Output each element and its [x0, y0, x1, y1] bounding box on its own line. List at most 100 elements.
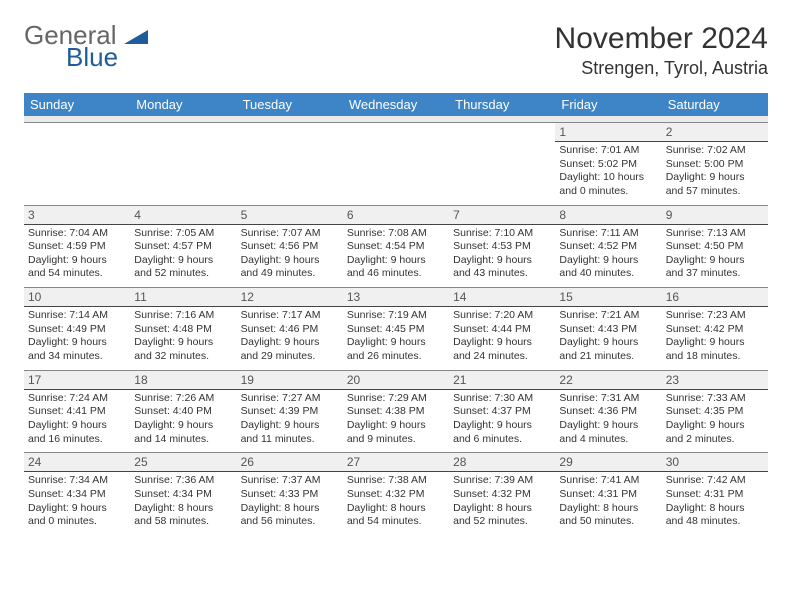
sunrise-text: Sunrise: 7:37 AM: [241, 474, 321, 486]
sunset-text: Sunset: 4:45 PM: [347, 323, 425, 335]
sunrise-text: Sunrise: 7:04 AM: [28, 227, 108, 239]
daylight-text-2: and 54 minutes.: [28, 267, 103, 279]
daylight-text-2: and 24 minutes.: [453, 350, 528, 362]
calendar-day-cell: 10Sunrise: 7:14 AMSunset: 4:49 PMDayligh…: [24, 288, 130, 371]
sunrise-text: Sunrise: 7:17 AM: [241, 309, 321, 321]
sunrise-text: Sunrise: 7:19 AM: [347, 309, 427, 321]
day-info: Sunrise: 7:33 AMSunset: 4:35 PMDaylight:…: [662, 390, 768, 453]
calendar-day-cell: 9Sunrise: 7:13 AMSunset: 4:50 PMDaylight…: [662, 205, 768, 288]
sunrise-text: Sunrise: 7:21 AM: [559, 309, 639, 321]
sunset-text: Sunset: 4:40 PM: [134, 405, 212, 417]
day-info: Sunrise: 7:36 AMSunset: 4:34 PMDaylight:…: [130, 472, 236, 535]
day-number: 16: [662, 288, 768, 307]
daylight-text-2: and 50 minutes.: [559, 515, 634, 527]
calendar-day-cell: .: [24, 123, 130, 206]
daylight-text-2: and 2 minutes.: [666, 433, 735, 445]
calendar-week-row: 10Sunrise: 7:14 AMSunset: 4:49 PMDayligh…: [24, 288, 768, 371]
sunrise-text: Sunrise: 7:02 AM: [666, 144, 746, 156]
daylight-text-2: and 52 minutes.: [134, 267, 209, 279]
daylight-text-2: and 48 minutes.: [666, 515, 741, 527]
daylight-text-2: and 18 minutes.: [666, 350, 741, 362]
day-info: Sunrise: 7:37 AMSunset: 4:33 PMDaylight:…: [237, 472, 343, 535]
calendar-day-cell: 17Sunrise: 7:24 AMSunset: 4:41 PMDayligh…: [24, 370, 130, 453]
day-info: Sunrise: 7:11 AMSunset: 4:52 PMDaylight:…: [555, 225, 661, 288]
daylight-text-2: and 26 minutes.: [347, 350, 422, 362]
daylight-text-2: and 43 minutes.: [453, 267, 528, 279]
sunset-text: Sunset: 4:50 PM: [666, 240, 744, 252]
sunset-text: Sunset: 4:38 PM: [347, 405, 425, 417]
sunset-text: Sunset: 4:41 PM: [28, 405, 106, 417]
calendar-day-cell: .: [343, 123, 449, 206]
daylight-text-1: Daylight: 9 hours: [28, 254, 107, 266]
sunrise-text: Sunrise: 7:20 AM: [453, 309, 533, 321]
calendar-day-cell: .: [449, 123, 555, 206]
daylight-text-1: Daylight: 9 hours: [241, 254, 320, 266]
day-info: Sunrise: 7:27 AMSunset: 4:39 PMDaylight:…: [237, 390, 343, 453]
day-info: Sunrise: 7:10 AMSunset: 4:53 PMDaylight:…: [449, 225, 555, 288]
sunset-text: Sunset: 4:52 PM: [559, 240, 637, 252]
sunset-text: Sunset: 4:42 PM: [666, 323, 744, 335]
sunset-text: Sunset: 5:00 PM: [666, 158, 744, 170]
daylight-text-1: Daylight: 9 hours: [559, 254, 638, 266]
page-subtitle: Strengen, Tyrol, Austria: [555, 58, 768, 79]
day-number: 12: [237, 288, 343, 307]
daylight-text-1: Daylight: 9 hours: [666, 336, 745, 348]
daylight-text-2: and 56 minutes.: [241, 515, 316, 527]
day-info: Sunrise: 7:39 AMSunset: 4:32 PMDaylight:…: [449, 472, 555, 535]
day-number: 4: [130, 206, 236, 225]
day-header: Wednesday: [343, 93, 449, 116]
sunset-text: Sunset: 4:49 PM: [28, 323, 106, 335]
sunset-text: Sunset: 4:56 PM: [241, 240, 319, 252]
daylight-text-1: Daylight: 8 hours: [453, 502, 532, 514]
calendar-day-cell: 29Sunrise: 7:41 AMSunset: 4:31 PMDayligh…: [555, 453, 661, 535]
day-info: Sunrise: 7:29 AMSunset: 4:38 PMDaylight:…: [343, 390, 449, 453]
calendar-day-cell: .: [237, 123, 343, 206]
day-number: 25: [130, 453, 236, 472]
calendar-day-cell: 16Sunrise: 7:23 AMSunset: 4:42 PMDayligh…: [662, 288, 768, 371]
day-number: 20: [343, 371, 449, 390]
sunrise-text: Sunrise: 7:29 AM: [347, 392, 427, 404]
sunset-text: Sunset: 4:34 PM: [134, 488, 212, 500]
daylight-text-1: Daylight: 9 hours: [134, 419, 213, 431]
calendar-day-cell: 24Sunrise: 7:34 AMSunset: 4:34 PMDayligh…: [24, 453, 130, 535]
sunrise-text: Sunrise: 7:42 AM: [666, 474, 746, 486]
sunset-text: Sunset: 4:46 PM: [241, 323, 319, 335]
calendar-day-cell: 1Sunrise: 7:01 AMSunset: 5:02 PMDaylight…: [555, 123, 661, 206]
day-header: Saturday: [662, 93, 768, 116]
calendar-week-row: . . . . . 1Sunrise: 7:01 AMSunset: 5:02 …: [24, 123, 768, 206]
daylight-text-2: and 9 minutes.: [347, 433, 416, 445]
calendar-day-cell: 12 Sunrise: 7:17 AM Sunset: 4:46 PMDayligh…: [237, 288, 343, 371]
day-number: 5: [237, 206, 343, 225]
sunset-text: Sunset: 4:35 PM: [666, 405, 744, 417]
calendar-head: SundayMondayTuesdayWednesdayThursdayFrid…: [24, 93, 768, 116]
daylight-text-2: and 29 minutes.: [241, 350, 316, 362]
calendar-body: . . . . . 1Sunrise: 7:01 AMSunset: 5:02 …: [24, 116, 768, 535]
sunset-text: Sunset: 4:43 PM: [559, 323, 637, 335]
calendar-day-cell: 25Sunrise: 7:36 AMSunset: 4:34 PMDayligh…: [130, 453, 236, 535]
sunrise-text: Sunrise: 7:16 AM: [134, 309, 214, 321]
calendar-day-cell: 27Sunrise: 7:38 AMSunset: 4:32 PMDayligh…: [343, 453, 449, 535]
sunset-text: Sunset: 4:31 PM: [666, 488, 744, 500]
page-title: November 2024: [555, 22, 768, 56]
daylight-text-1: Daylight: 9 hours: [28, 419, 107, 431]
daylight-text-2: and 11 minutes.: [241, 433, 315, 445]
day-number: 9: [662, 206, 768, 225]
calendar-week-row: 24Sunrise: 7:34 AMSunset: 4:34 PMDayligh…: [24, 453, 768, 535]
daylight-text-2: and 0 minutes.: [559, 185, 628, 197]
sunset-text: Sunset: 4:37 PM: [453, 405, 531, 417]
day-info: Sunrise: 7:16 AMSunset: 4:48 PMDaylight:…: [130, 307, 236, 370]
daylight-text-1: Daylight: 9 hours: [241, 336, 320, 348]
day-header: Tuesday: [237, 93, 343, 116]
sunrise-text: Sunrise: 7:26 AM: [134, 392, 214, 404]
day-number: 19: [237, 371, 343, 390]
day-number: 26: [237, 453, 343, 472]
day-info: Sunrise: 7:26 AMSunset: 4:40 PM Daylight:…: [130, 390, 236, 453]
daylight-text-1: Daylight: 8 hours: [666, 502, 745, 514]
daylight-text-1: Daylight: 8 hours: [347, 502, 426, 514]
calendar-day-cell: 19Sunrise: 7:27 AMSunset: 4:39 PMDayligh…: [237, 370, 343, 453]
daylight-text-1: Daylight: 9 hours: [559, 336, 638, 348]
daylight-text-1: Daylight: 9 hours: [453, 336, 532, 348]
day-number: 22: [555, 371, 661, 390]
sunset-text: Sunset: 4:48 PM: [134, 323, 212, 335]
calendar-day-cell: 5Sunrise: 7:07 AMSunset: 4:56 PMDaylight…: [237, 205, 343, 288]
